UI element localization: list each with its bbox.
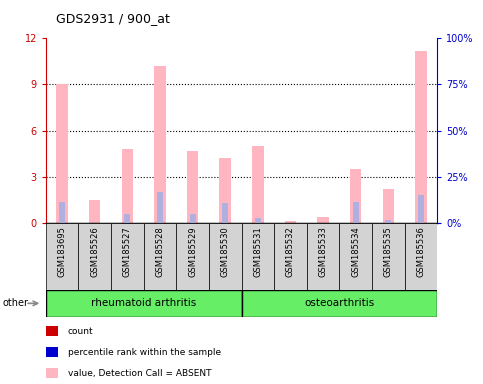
Bar [307,223,339,290]
Text: GSM185535: GSM185535 [384,226,393,277]
Bar [219,158,231,223]
Bar [209,223,242,290]
Bar [317,217,329,223]
Bar [252,146,264,223]
Bar [350,169,361,223]
Bar [122,149,133,223]
Bar [190,214,196,223]
Bar [353,202,358,223]
Bar [78,223,111,290]
Bar [339,223,372,290]
Text: count: count [68,327,93,336]
Text: GSM185527: GSM185527 [123,226,132,277]
Bar [418,195,424,223]
Bar [46,290,242,317]
Text: GSM185536: GSM185536 [416,226,426,277]
Bar [274,223,307,290]
Bar [242,223,274,290]
Bar [405,223,437,290]
Bar [284,221,296,223]
Bar [46,223,79,290]
Text: GSM185533: GSM185533 [318,226,327,277]
Bar [111,223,144,290]
Text: GSM185531: GSM185531 [253,226,262,277]
Text: GSM185528: GSM185528 [156,226,165,277]
Text: GSM185529: GSM185529 [188,226,197,277]
Bar [125,214,130,223]
Text: rheumatoid arthritis: rheumatoid arthritis [91,298,196,308]
Bar [187,151,199,223]
Text: GSM185534: GSM185534 [351,226,360,277]
Text: GSM185532: GSM185532 [286,226,295,277]
Bar [222,204,228,223]
Text: GDS2931 / 900_at: GDS2931 / 900_at [56,12,170,25]
Bar [154,66,166,223]
Bar [57,84,68,223]
Bar [144,223,176,290]
Bar [383,189,394,223]
Bar [255,218,261,223]
Text: other: other [2,298,28,308]
Bar [176,223,209,290]
Text: percentile rank within the sample: percentile rank within the sample [68,348,221,357]
Bar [385,220,391,223]
Text: GSM185526: GSM185526 [90,226,99,277]
Bar [157,192,163,223]
Text: GSM183695: GSM183695 [57,226,67,277]
Bar [242,290,437,317]
Bar [415,51,426,223]
Text: value, Detection Call = ABSENT: value, Detection Call = ABSENT [68,369,211,378]
Bar [59,202,65,223]
Bar [89,200,100,223]
Bar [372,223,405,290]
Text: osteoarthritis: osteoarthritis [304,298,374,308]
Text: GSM185530: GSM185530 [221,226,230,277]
